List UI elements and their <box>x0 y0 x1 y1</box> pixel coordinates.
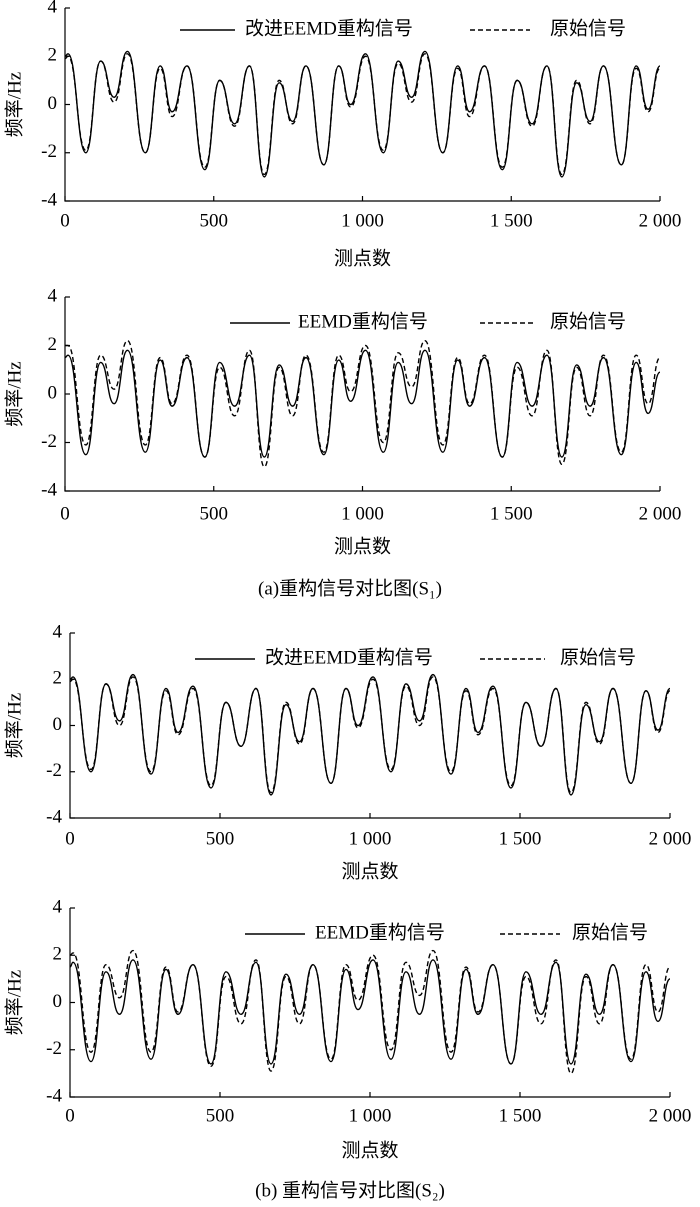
y-tick-label: 2 <box>48 334 58 355</box>
series-line <box>64 50 661 178</box>
caption: (b) 重构信号对比图(S₂) <box>255 1179 445 1201</box>
y-tick-label: -2 <box>46 760 62 781</box>
x-tick-label: 0 <box>60 210 70 231</box>
legend-label: EEMD重构信号 <box>315 921 445 943</box>
y-tick-label: 0 <box>48 382 58 403</box>
y-tick-label: 0 <box>53 991 63 1012</box>
y-axis-label: 频率/Hz <box>3 693 25 758</box>
y-tick-label: 0 <box>53 714 63 735</box>
y-tick-label: 2 <box>48 45 58 66</box>
series-line <box>69 676 671 794</box>
x-tick-label: 500 <box>206 828 235 849</box>
x-tick-label: 1 500 <box>499 828 542 849</box>
legend-label: EEMD重构信号 <box>298 310 428 332</box>
y-tick-label: 4 <box>48 285 58 306</box>
legend-label: 原始信号 <box>560 646 636 668</box>
series-line <box>64 53 661 176</box>
legend-label: 改进EEMD重构信号 <box>245 17 413 39</box>
y-axis-label: 频率/Hz <box>3 970 25 1035</box>
x-tick-label: 0 <box>65 828 75 849</box>
x-tick-label: 0 <box>65 1105 75 1126</box>
x-tick-label: 0 <box>60 503 70 524</box>
y-axis-label: 频率/Hz <box>3 72 25 137</box>
y-tick-label: 4 <box>53 896 63 917</box>
legend-label: 改进EEMD重构信号 <box>265 646 433 668</box>
x-tick-label: 1 500 <box>490 503 533 524</box>
x-tick-label: 2 000 <box>649 1105 692 1126</box>
legend-label: 原始信号 <box>572 921 648 943</box>
y-tick-label: 2 <box>53 668 63 689</box>
x-axis-label: 测点数 <box>334 535 391 557</box>
y-tick-label: -4 <box>46 1085 62 1106</box>
y-tick-label: 2 <box>53 944 63 965</box>
x-tick-label: 1 000 <box>341 210 384 231</box>
x-tick-label: 1 500 <box>490 210 533 231</box>
y-tick-label: -4 <box>46 806 62 827</box>
series-line <box>64 349 661 458</box>
x-tick-label: 2 000 <box>649 828 692 849</box>
y-tick-label: 4 <box>48 0 58 17</box>
legend-label: 原始信号 <box>550 17 626 39</box>
series-line <box>69 673 671 796</box>
x-axis-label: 测点数 <box>341 860 398 882</box>
x-axis-label: 测点数 <box>334 247 391 269</box>
legend-label: 原始信号 <box>550 310 626 332</box>
x-tick-label: 500 <box>200 210 229 231</box>
y-tick-label: 4 <box>53 621 63 642</box>
x-tick-label: 2 000 <box>639 210 682 231</box>
series-line <box>69 949 671 1075</box>
x-tick-label: 500 <box>200 503 229 524</box>
x-tick-label: 1 500 <box>499 1105 542 1126</box>
y-tick-label: -4 <box>41 479 57 500</box>
y-tick-label: -2 <box>41 431 57 452</box>
x-tick-label: 500 <box>206 1105 235 1126</box>
series-line <box>65 339 661 468</box>
x-tick-label: 1 000 <box>349 1105 392 1126</box>
y-tick-label: 0 <box>48 93 58 114</box>
y-axis-label: 频率/Hz <box>3 361 25 426</box>
x-axis-label: 测点数 <box>341 1139 398 1161</box>
x-tick-label: 1 000 <box>349 828 392 849</box>
x-tick-label: 2 000 <box>639 503 682 524</box>
y-tick-label: -4 <box>41 189 57 210</box>
y-tick-label: -2 <box>46 1038 62 1059</box>
y-tick-label: -2 <box>41 141 57 162</box>
x-tick-label: 1 000 <box>341 503 384 524</box>
caption: (a)重构信号对比图(S₁) <box>258 577 442 599</box>
